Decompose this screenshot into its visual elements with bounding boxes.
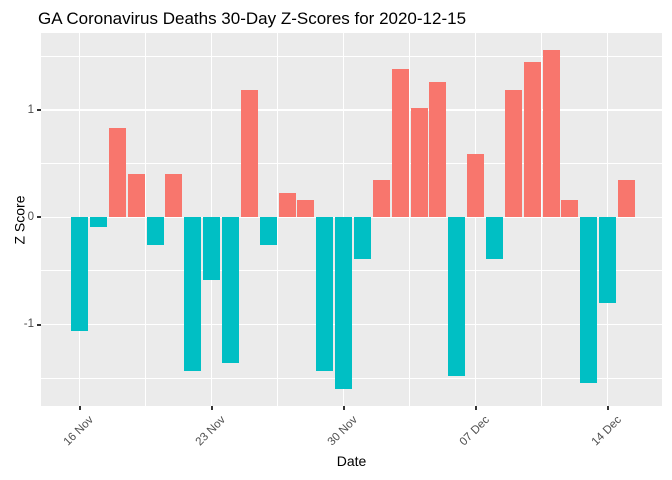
y-tick-mark (37, 216, 41, 219)
y-tick-label: 0 (27, 210, 34, 223)
bar-06-dec (448, 217, 466, 376)
bar-30-nov (335, 217, 353, 389)
bar-01-dec (354, 217, 372, 260)
gridline-x-minor (277, 33, 279, 406)
bar-21-nov (165, 174, 183, 218)
bar-28-nov (297, 200, 315, 218)
bar-19-nov (127, 174, 145, 218)
gridline-x-major (474, 33, 477, 406)
bar-04-dec (410, 108, 428, 218)
bar-12-dec (561, 200, 579, 218)
bar-02-dec (372, 179, 390, 218)
bar-05-dec (429, 82, 447, 218)
x-axis-title: Date (336, 453, 367, 469)
bar-25-nov (240, 89, 258, 218)
bar-03-dec (391, 69, 409, 218)
bar-10-dec (523, 61, 541, 218)
gridline-x-minor (541, 33, 543, 406)
chart-title: GA Coronavirus Deaths 30-Day Z-Scores fo… (38, 9, 467, 28)
bar-11-dec (542, 50, 560, 218)
gridline-y-major (41, 109, 662, 111)
bar-22-nov (184, 217, 202, 371)
bar-27-nov (278, 192, 296, 218)
bar-15-dec (618, 179, 636, 218)
x-tick-mark (210, 406, 213, 410)
bar-24-nov (222, 217, 240, 364)
bar-20-nov (146, 217, 164, 246)
y-tick-mark (37, 323, 41, 326)
bar-29-nov (316, 217, 334, 371)
bar-23-nov (203, 217, 221, 280)
x-tick-mark (606, 406, 609, 410)
y-tick-label: -1 (23, 318, 34, 331)
y-tick-mark (37, 109, 41, 112)
x-tick-label: 23 Nov (193, 414, 229, 449)
bar-08-dec (486, 217, 504, 260)
gridline-x-minor (145, 33, 147, 406)
x-tick-mark (474, 406, 477, 410)
x-tick-label: 30 Nov (325, 414, 361, 449)
gridline-y-minor (41, 56, 662, 58)
bar-17-nov (90, 217, 108, 227)
x-tick-mark (342, 406, 345, 410)
x-tick-label: 07 Dec (457, 414, 493, 449)
bar-13-dec (580, 217, 598, 384)
plot-panel (41, 33, 662, 406)
x-tick-mark (78, 406, 81, 410)
bar-18-nov (108, 128, 126, 218)
bar-14-dec (599, 217, 617, 304)
gridline-y-minor (41, 163, 662, 165)
bar-07-dec (467, 154, 485, 218)
y-tick-label: 1 (27, 103, 34, 116)
gridline-x-minor (409, 33, 411, 406)
bar-26-nov (259, 217, 277, 246)
bar-09-dec (504, 89, 522, 218)
x-tick-label: 16 Nov (61, 414, 97, 449)
x-tick-label: 14 Dec (589, 414, 625, 449)
bar-16-nov (71, 217, 89, 331)
